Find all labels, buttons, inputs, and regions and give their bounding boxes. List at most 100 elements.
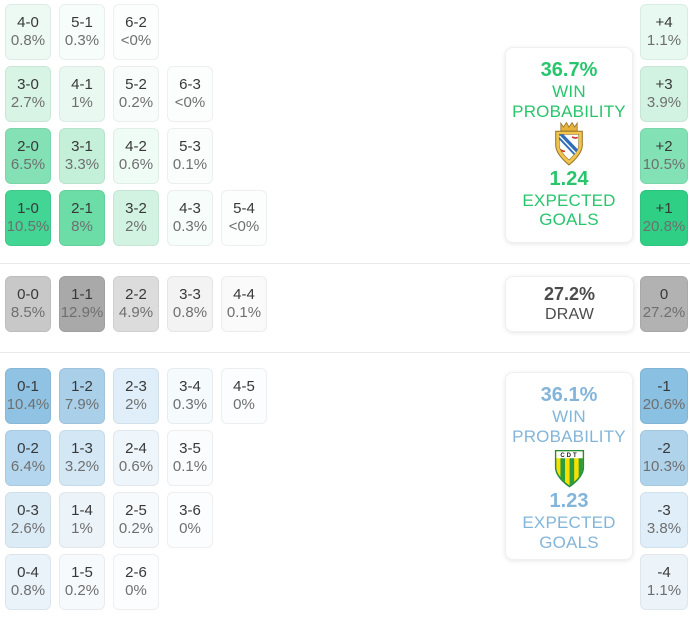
- score-cell-pct: 0.1%: [172, 458, 208, 475]
- draw-label: DRAW: [544, 306, 595, 324]
- score-cell-value: 5-3: [179, 137, 201, 155]
- away-expected-goals-block: 1.23 EXPECTED GOALS: [510, 489, 628, 552]
- score-cell: 4-0 0.8%: [5, 4, 51, 60]
- score-cell-pct: 1%: [71, 520, 93, 537]
- home-win-probability-label: WIN PROBABILITY: [512, 82, 626, 121]
- home-expected-goals-value: 1.24: [549, 167, 589, 190]
- goal-diff-cell: 0 27.2%: [640, 276, 688, 332]
- score-cell: 1-0 10.5%: [5, 190, 51, 246]
- score-cell-value: 0-2: [17, 439, 39, 457]
- score-cell-value: 0-0: [17, 285, 39, 303]
- score-cell-pct: 0.6%: [118, 458, 154, 475]
- home-win-probability-value: 36.7%: [540, 59, 598, 81]
- away-win-probability-label: WIN PROBABILITY: [512, 407, 626, 446]
- score-cell-value: 3-1: [71, 137, 93, 155]
- away-team-crest-icon: CDT: [551, 446, 588, 489]
- draw-card: 27.2% DRAW: [505, 276, 634, 332]
- score-cell: 3-3 0.8%: [167, 276, 213, 332]
- score-cell-value: 3-5: [179, 439, 201, 457]
- score-cell-pct: 0.3%: [64, 32, 100, 49]
- score-cell-pct: 2%: [125, 218, 147, 235]
- score-cell-pct: 12.9%: [60, 304, 104, 321]
- away-win-probability-block: 36.1% WIN PROBABILITY: [510, 383, 628, 446]
- score-cell-pct: 0.8%: [10, 582, 46, 599]
- score-cell-pct: 0.3%: [172, 396, 208, 413]
- score-cell: 1-1 12.9%: [59, 276, 105, 332]
- svg-text:CDT: CDT: [560, 453, 578, 459]
- score-cell-value: 6-3: [179, 75, 201, 93]
- goal-diff-cell-pct: 3.9%: [646, 94, 682, 111]
- score-cell: 3-4 0.3%: [167, 368, 213, 424]
- score-cell-pct: 8.5%: [10, 304, 46, 321]
- score-cell: 4-5 0%: [221, 368, 267, 424]
- score-cell-value: 3-6: [179, 501, 201, 519]
- score-cell-value: 4-1: [71, 75, 93, 93]
- score-cell: 1-3 3.2%: [59, 430, 105, 486]
- score-cell-value: 2-5: [125, 501, 147, 519]
- score-cell-value: 5-4: [233, 199, 255, 217]
- home-expected-goals-block: 1.24 EXPECTED GOALS: [510, 167, 628, 230]
- score-cell: 2-4 0.6%: [113, 430, 159, 486]
- score-cell-pct: 0.6%: [118, 156, 154, 173]
- goal-diff-cell-pct: 20.6%: [642, 396, 686, 413]
- goal-diff-cell: -1 20.6%: [640, 368, 688, 424]
- score-cell-pct: 0.8%: [10, 32, 46, 49]
- score-cell: 4-4 0.1%: [221, 276, 267, 332]
- goal-diff-cell-value: +4: [655, 13, 673, 31]
- score-cell-pct: 1%: [71, 94, 93, 111]
- score-cell: 2-0 6.5%: [5, 128, 51, 184]
- score-cell: 6-2 <0%: [113, 4, 159, 60]
- goal-diff-cell: -4 1.1%: [640, 554, 688, 610]
- score-cell-value: 3-0: [17, 75, 39, 93]
- score-cell-pct: 0.2%: [64, 582, 100, 599]
- goal-diff-cell: +1 20.8%: [640, 190, 688, 246]
- goal-diff-cell-pct: 20.8%: [642, 218, 686, 235]
- goal-diff-cell-value: -1: [657, 377, 671, 395]
- away-win-card: 36.1% WIN PROBABILITY CDT 1.23: [505, 372, 633, 560]
- goal-diff-cell: +4 1.1%: [640, 4, 688, 60]
- score-cell-value: 1-5: [71, 563, 93, 581]
- score-cell: 2-6 0%: [113, 554, 159, 610]
- score-cell-value: 1-0: [17, 199, 39, 217]
- goal-diff-cell-value: 0: [659, 285, 669, 303]
- goal-diff-cell-value: -3: [657, 501, 671, 519]
- score-cell-pct: 6.5%: [10, 156, 46, 173]
- score-cell-pct: <0%: [120, 32, 152, 49]
- score-cell: 2-1 8%: [59, 190, 105, 246]
- goal-diff-cell-value: -4: [657, 563, 671, 581]
- score-cell-value: 3-3: [179, 285, 201, 303]
- goal-diff-cell: -3 3.8%: [640, 492, 688, 548]
- score-cell: 1-2 7.9%: [59, 368, 105, 424]
- score-cell-value: 1-1: [71, 285, 93, 303]
- goal-diff-cell-value: +1: [655, 199, 673, 217]
- score-cell: 6-3 <0%: [167, 66, 213, 122]
- score-cell: 3-2 2%: [113, 190, 159, 246]
- goal-diff-cell-pct: 1.1%: [646, 582, 682, 599]
- score-cell-pct: 0.2%: [118, 94, 154, 111]
- score-cell: 0-0 8.5%: [5, 276, 51, 332]
- score-cell-value: 2-2: [125, 285, 147, 303]
- score-cell-value: 5-2: [125, 75, 147, 93]
- score-cell-value: 4-3: [179, 199, 201, 217]
- section-divider: [0, 263, 690, 264]
- score-cell: 4-3 0.3%: [167, 190, 213, 246]
- score-cell: 5-1 0.3%: [59, 4, 105, 60]
- score-cell-value: 2-6: [125, 563, 147, 581]
- score-cell: 0-2 6.4%: [5, 430, 51, 486]
- score-cell: 3-6 0%: [167, 492, 213, 548]
- score-cell: 4-1 1%: [59, 66, 105, 122]
- score-cell: 0-4 0.8%: [5, 554, 51, 610]
- score-cell-pct: 10.5%: [6, 218, 50, 235]
- goal-diff-cell: +2 10.5%: [640, 128, 688, 184]
- score-cell: 1-4 1%: [59, 492, 105, 548]
- score-cell-value: 4-0: [17, 13, 39, 31]
- score-cell-value: 2-0: [17, 137, 39, 155]
- score-cell-value: 0-3: [17, 501, 39, 519]
- score-cell-pct: 2%: [125, 396, 147, 413]
- home-team-crest-icon: [549, 121, 589, 167]
- score-cell-pct: 4.9%: [118, 304, 154, 321]
- goal-diff-cell-pct: 3.8%: [646, 520, 682, 537]
- goal-diff-cell-value: -2: [657, 439, 671, 457]
- score-cell-pct: <0%: [228, 218, 260, 235]
